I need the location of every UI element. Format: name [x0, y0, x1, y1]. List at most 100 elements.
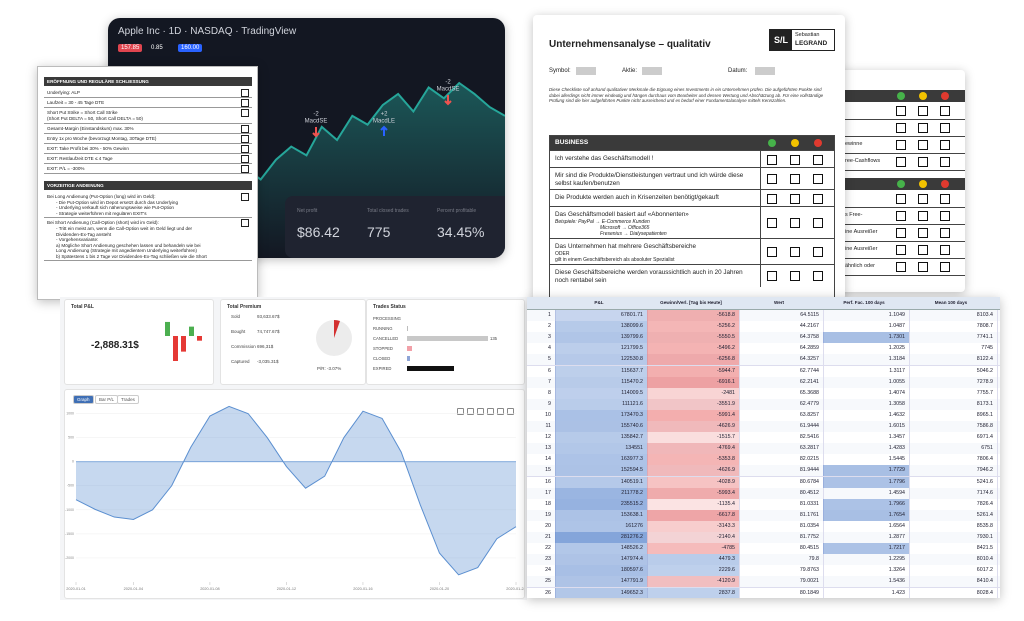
row-index: 22 — [527, 543, 556, 555]
cell: 115470.2 — [555, 376, 648, 388]
cell: 8122.4 — [909, 354, 998, 366]
cell: 163977.3 — [555, 454, 648, 466]
cell: 81.7752 — [739, 532, 824, 544]
row-index: 23 — [527, 554, 556, 566]
header-row: P&L Gewinn/Verl. [Tag bis Heute] Wert Perf.… — [527, 297, 1000, 310]
x-tick-label: 2020-01-24 — [506, 587, 524, 591]
cell: 1.3184 — [823, 354, 910, 366]
row-index: 8 — [527, 387, 556, 399]
stat-label: Net profit — [297, 208, 318, 214]
tool-icon[interactable] — [497, 408, 504, 415]
cell: 62.2141 — [739, 376, 824, 388]
cell: 7174.6 — [909, 487, 998, 499]
checkbox — [241, 89, 249, 97]
signal-label: MacdSE — [437, 87, 460, 93]
cell: -5618.8 — [647, 310, 740, 322]
tool-icon[interactable] — [477, 408, 484, 415]
back-row — [815, 119, 965, 137]
cell: 1.4632 — [823, 409, 910, 421]
cell: 64.3257 — [739, 354, 824, 366]
status-name: PROCESSING — [373, 316, 401, 321]
card: Total P&L -2,888.31$ — [64, 299, 214, 385]
sheet-row: 25 147791.9 -4120.9 79.0021 1.5436 8410.4 — [527, 576, 1000, 589]
smiley — [919, 92, 927, 100]
checkbox — [896, 211, 906, 221]
card: Total Premium Sold 93,633.67$ Bought 74,747.… — [220, 299, 366, 385]
tool-icon[interactable] — [487, 408, 494, 415]
checkbox — [896, 262, 906, 272]
row-index: 9 — [527, 398, 556, 410]
cell: 180597.6 — [555, 565, 648, 577]
row-index: 1 — [527, 310, 556, 322]
cell: 2837.8 — [647, 587, 740, 598]
signal-count: -2 — [313, 112, 319, 118]
cell: 147974.4 — [555, 554, 648, 566]
y-tick-label: 0 — [72, 460, 74, 464]
intro: Diese Checkliste soll anhand qualitative… — [549, 87, 824, 104]
cell: 115637.7 — [555, 365, 648, 377]
section-header: ERÖFFNUNG UND REGULÄRE SCHLIESSUNG — [44, 77, 252, 86]
column-header: Mean 100 days — [934, 300, 968, 305]
cell: 64.2859 — [739, 343, 824, 355]
cell: 1.7729 — [823, 465, 910, 477]
price-badge: 157.85 — [118, 44, 143, 52]
area-line — [75, 405, 517, 576]
tool-icon[interactable] — [507, 408, 514, 415]
checkbox — [940, 106, 950, 116]
row-index: 10 — [527, 409, 556, 421]
price-badge: 0.85 — [151, 45, 163, 51]
stats-box: Net profit $86.42 Total closed trades 775 Pe… — [285, 196, 505, 258]
cell: 79.8 — [739, 554, 824, 566]
cell: 5241.6 — [909, 476, 998, 488]
row-index: 25 — [527, 576, 556, 588]
divider — [760, 190, 761, 207]
cell: 8010.4 — [909, 554, 998, 566]
pnl-value: -2,888.31$ — [91, 340, 139, 351]
cell: 161276 — [555, 520, 648, 532]
cell: 1.2025 — [823, 343, 910, 355]
row-index: 24 — [527, 565, 556, 577]
checkbox — [813, 271, 823, 281]
row-subtext: - Strategie weiterführen mit regulären E… — [56, 210, 147, 216]
card: Trades Status PROCESSING RUNNING CANCELLED 1… — [366, 299, 525, 385]
cell: 62.4779 — [739, 398, 824, 410]
column-header: Perf. Fac. 100 days — [843, 300, 885, 305]
row-text: Laufzeit = 30 - 45 Tage DTE — [47, 100, 105, 105]
checkbox — [790, 193, 800, 204]
cell: 79.8763 — [739, 565, 824, 577]
x-tick-label: 2020-01-20 — [430, 587, 449, 591]
tool-icon[interactable] — [457, 408, 464, 415]
tool-icon[interactable] — [467, 408, 474, 415]
logo-mark: S/L — [770, 30, 792, 50]
tab[interactable]: Graph — [73, 395, 94, 404]
checkbox — [241, 154, 249, 163]
checklist-row: Laufzeit = 30 - 45 Tage DTE — [44, 97, 252, 108]
cell: 61.9444 — [739, 421, 824, 433]
checklist: ERÖFFNUNG UND REGULÄRE SCHLIESSUNG Underl… — [37, 66, 258, 300]
checkbox — [241, 164, 249, 173]
smiley — [897, 180, 905, 188]
logo-surname: LEGRAND — [795, 40, 828, 47]
row-index: 4 — [527, 343, 556, 355]
field-input — [755, 67, 775, 75]
cell: 1.3117 — [823, 365, 910, 377]
tab[interactable]: Trades — [117, 395, 139, 404]
checkbox — [241, 134, 249, 143]
row-text: Die Produkte werden auch in Krisenzeiten… — [555, 194, 719, 201]
row-index: 5 — [527, 354, 556, 366]
cell: 67801.71 — [555, 310, 648, 322]
cell: -1515.7 — [647, 432, 740, 444]
field-label: Aktie: — [622, 68, 638, 74]
cell: 7946.2 — [909, 465, 998, 477]
doc-title: Unternehmensanalyse – qualitativ — [549, 39, 711, 50]
status-bar — [407, 326, 409, 331]
checkbox — [813, 193, 823, 204]
cell: 81.1761 — [739, 509, 824, 521]
cell: 1.2877 — [823, 532, 910, 544]
cell: 80.6784 — [739, 476, 824, 488]
x-tick-label: 2020-01-08 — [200, 587, 219, 591]
area-chart: 1000 500 0 -500 -1000 -1500 -2000 2020-01-01 202… — [65, 405, 524, 591]
analysis-row: Ich verstehe das Geschäftsmodell ! — [550, 150, 834, 168]
smiley — [897, 92, 905, 100]
cell: 235515.2 — [555, 498, 648, 510]
